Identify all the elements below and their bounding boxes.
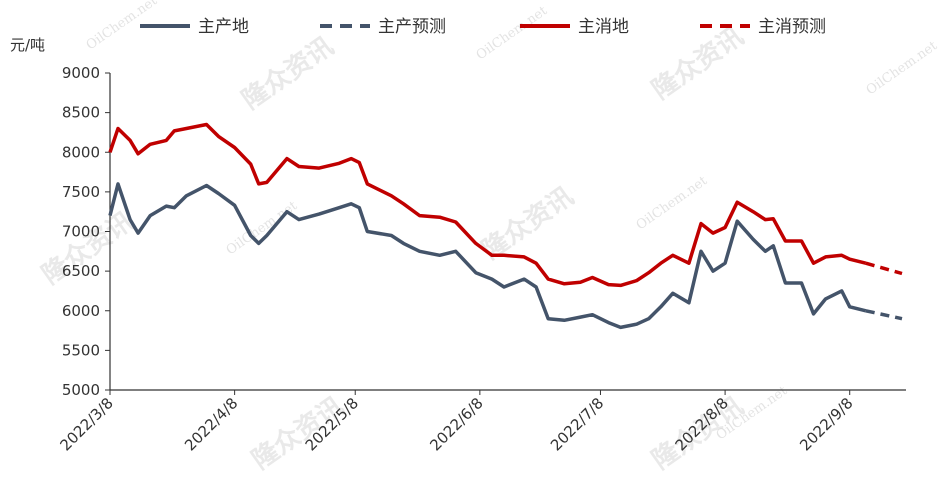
legend-label: 主产地 [198, 17, 249, 37]
y-tick-label: 8500 [62, 104, 100, 122]
watermark: OilChem.net [474, 3, 551, 63]
y-tick-label: 7000 [62, 223, 100, 241]
watermark: 隆众资讯 [647, 21, 749, 105]
y-tick-label: 5500 [62, 341, 100, 359]
watermark: OilChem.net [864, 38, 940, 98]
y-tick-label: 9000 [62, 64, 100, 82]
y-axis-label: 元/吨 [10, 36, 45, 54]
y-tick-label: 6500 [62, 262, 100, 280]
y-tick-label: 6000 [62, 302, 100, 320]
x-tick-label: 2022/3/8 [56, 394, 116, 454]
watermark: 隆众资讯 [477, 181, 579, 265]
series-line [108, 182, 867, 330]
series-line [865, 309, 903, 321]
watermark: 隆众资讯 [237, 31, 339, 115]
series-line [865, 261, 903, 276]
x-tick-label: 2022/7/8 [547, 394, 607, 454]
legend-label: 主消预测 [758, 17, 826, 37]
x-tick-label: 2022/6/8 [426, 394, 486, 454]
legend-label: 主消地 [578, 17, 629, 37]
x-tick-label: 2022/4/8 [181, 394, 241, 454]
y-tick-label: 5000 [62, 381, 100, 399]
y-tick-label: 7500 [62, 183, 100, 201]
series-line [108, 122, 867, 288]
legend-label: 主产预测 [378, 17, 446, 37]
y-tick-label: 8000 [62, 143, 100, 161]
x-tick-label: 2022/9/8 [796, 394, 856, 454]
